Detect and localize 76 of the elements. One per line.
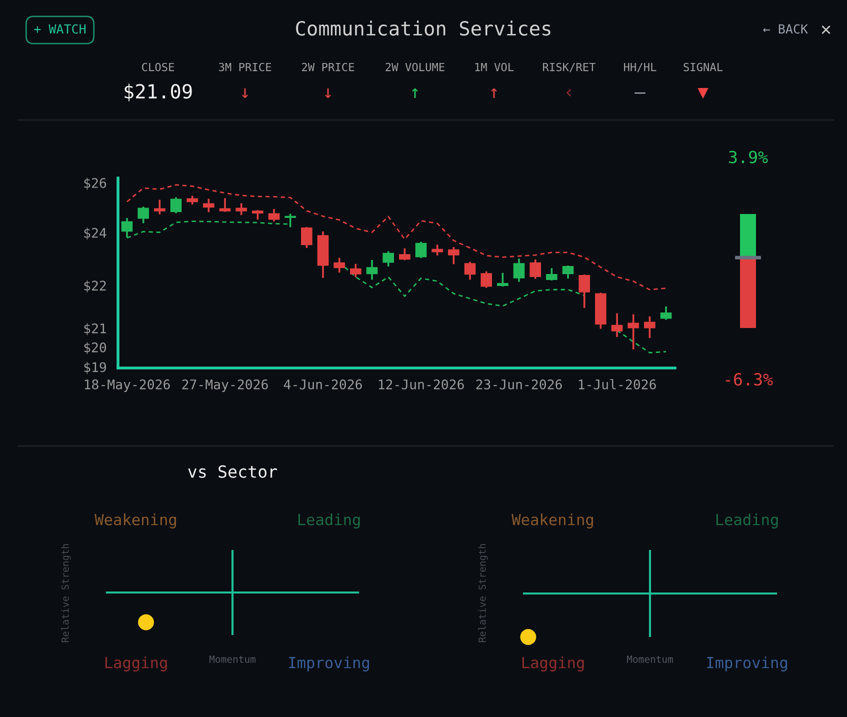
text: ▼ bbox=[698, 88, 708, 99]
candlestick bbox=[530, 259, 541, 279]
candlestick bbox=[578, 274, 590, 308]
candlestick bbox=[170, 197, 182, 214]
text: Momentum bbox=[209, 656, 256, 663]
text: Weakening bbox=[512, 514, 593, 528]
text: ‹ bbox=[566, 88, 571, 97]
y-tick-label: $22 bbox=[84, 280, 106, 292]
candlestick bbox=[399, 248, 410, 260]
text: Leading bbox=[298, 514, 360, 528]
x-tick-label: 18-May-2026 bbox=[84, 379, 170, 392]
x-tick-label: 27-May-2026 bbox=[182, 379, 268, 392]
data-label: 3.9% bbox=[729, 150, 768, 164]
text: ↑ bbox=[412, 88, 418, 98]
candlestick bbox=[202, 198, 214, 212]
candlestick bbox=[480, 271, 492, 288]
candlestick bbox=[628, 314, 640, 350]
text: Leading bbox=[716, 514, 778, 528]
x-tick-label: 12-Jun-2026 bbox=[378, 379, 464, 390]
text: ✕ bbox=[822, 25, 830, 34]
y-tick-label: $19 bbox=[84, 362, 106, 374]
candlestick bbox=[366, 260, 378, 280]
text: vs Sector bbox=[188, 465, 278, 478]
candlestick bbox=[236, 203, 247, 216]
candlestick bbox=[644, 316, 656, 338]
text: ← BACK bbox=[763, 24, 808, 34]
candlestick bbox=[268, 209, 280, 222]
line-series bbox=[126, 184, 667, 290]
text: ↓ bbox=[325, 88, 331, 98]
category-label: CLOSE bbox=[142, 62, 174, 72]
y-tick-label: $26 bbox=[84, 178, 106, 190]
text: + WATCH bbox=[34, 24, 86, 34]
text: Weakening bbox=[94, 514, 176, 528]
category-label: 3M PRICE bbox=[218, 62, 272, 72]
y-tick-label: $21 bbox=[84, 323, 106, 336]
text: Lagging bbox=[105, 656, 167, 672]
candlestick bbox=[497, 272, 508, 287]
text: Communication Services bbox=[296, 20, 550, 36]
candlestick bbox=[301, 226, 312, 248]
category-label: RISK/RET bbox=[543, 62, 596, 72]
candlestick bbox=[660, 306, 672, 320]
text: — bbox=[634, 92, 646, 94]
y-tick-label: $24 bbox=[84, 228, 106, 240]
candlestick bbox=[382, 251, 394, 267]
candlestick bbox=[284, 214, 296, 228]
candlestick bbox=[448, 247, 460, 264]
candlestick bbox=[154, 200, 166, 214]
candlestick bbox=[415, 242, 427, 258]
text: Improving bbox=[289, 656, 369, 672]
y-tick-label: $20 bbox=[84, 342, 106, 354]
category-label: 1M VOL bbox=[475, 62, 514, 72]
candlestick bbox=[350, 264, 362, 278]
candlestick bbox=[464, 262, 476, 280]
candlestick bbox=[546, 268, 558, 280]
candlestick bbox=[513, 258, 525, 282]
candlestick bbox=[334, 258, 345, 273]
data-label: -6.3% bbox=[726, 373, 773, 386]
text: $21.09 bbox=[124, 84, 192, 102]
x-tick-label: 1-Jul-2026 bbox=[578, 379, 656, 390]
candlestick bbox=[219, 198, 231, 212]
candlestick bbox=[562, 266, 574, 279]
text: Lagging bbox=[522, 656, 584, 672]
text: Relative Strength bbox=[61, 544, 71, 642]
text: ↓ bbox=[242, 88, 248, 98]
category-label: 2W PRICE bbox=[302, 62, 354, 72]
category-label: SIGNAL bbox=[684, 62, 723, 72]
text: Improving bbox=[707, 656, 787, 672]
text: Relative Strength bbox=[478, 544, 488, 642]
x-tick-label: 23-Jun-2026 bbox=[476, 379, 562, 390]
candlestick bbox=[611, 313, 623, 337]
candlestick bbox=[138, 206, 149, 224]
category-label: HH/HL bbox=[624, 62, 656, 72]
x-tick-label: 4-Jun-2026 bbox=[284, 379, 362, 390]
text: ↑ bbox=[491, 88, 497, 98]
category-label: 2W VOLUME bbox=[386, 62, 444, 72]
text: Momentum bbox=[626, 656, 673, 663]
